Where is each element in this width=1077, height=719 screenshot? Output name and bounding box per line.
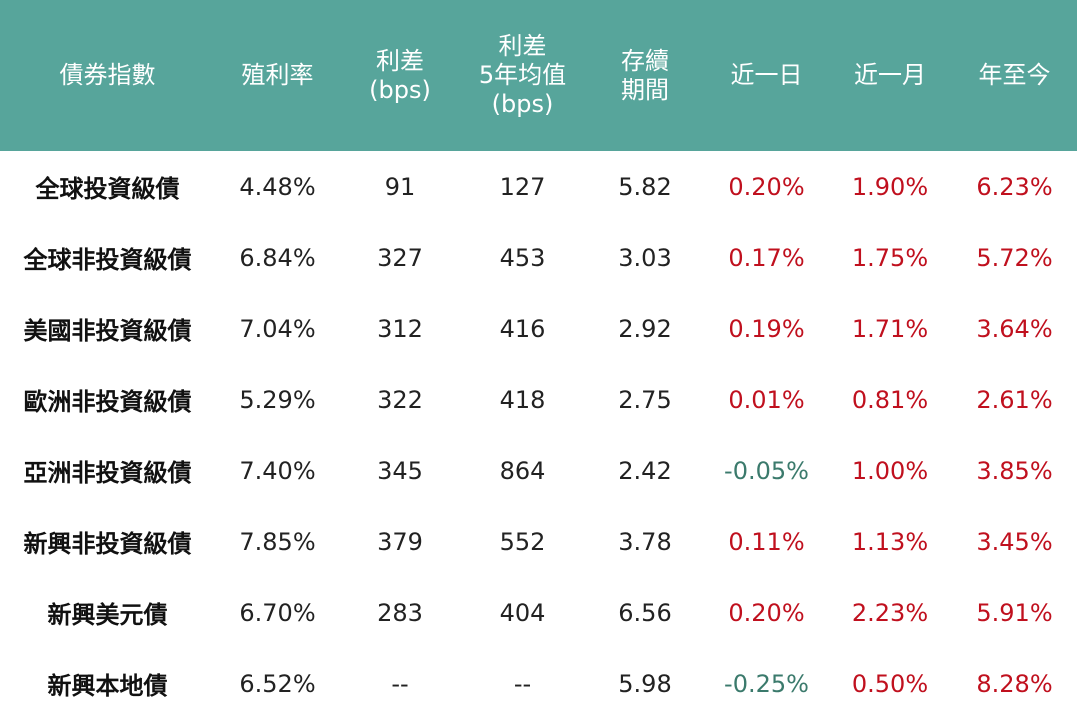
header-ytd: 年至今 — [978, 61, 1051, 90]
cell-yield: 6.52% — [239, 669, 316, 698]
cell-1d-return: -0.25% — [724, 669, 809, 698]
header-spread-5y-avg: 利差 5年均值 (bps) — [478, 32, 567, 118]
table-row: 新興非投資級債 7.85% 379 552 3.78 0.11% 1.13% 3.45% — [0, 506, 1077, 577]
cell-spread: 283 — [377, 598, 423, 627]
cell-ytd-return: 5.72% — [976, 243, 1053, 272]
cell-spread-5y-avg: 418 — [499, 385, 546, 414]
header-1m: 近一月 — [854, 61, 926, 90]
header-duration: 存續 期間 — [621, 46, 669, 104]
cell-ytd-return: 3.64% — [976, 314, 1053, 343]
cell-yield: 7.04% — [239, 314, 316, 343]
cell-1d-return: 0.20% — [728, 172, 805, 201]
table-row: 美國非投資級債 7.04% 312 416 2.92 0.19% 1.71% 3.64% — [0, 293, 1077, 364]
cell-1d-return: 0.17% — [728, 243, 805, 272]
cell-spread-5y-avg: 416 — [499, 314, 546, 343]
cell-spread-5y-avg: 864 — [499, 456, 546, 485]
cell-1d-return: -0.05% — [724, 456, 809, 485]
header-1d: 近一日 — [730, 61, 803, 90]
header-spread: 利差 (bps) — [369, 46, 431, 104]
table-row: 新興本地債 6.52% -- -- 5.98 -0.25% 0.50% 8.28% — [0, 648, 1077, 719]
cell-spread: 312 — [377, 314, 423, 343]
cell-duration: 2.42 — [618, 456, 672, 485]
cell-spread-5y-avg: -- — [513, 669, 532, 698]
cell-duration: 5.98 — [618, 669, 672, 698]
cell-1m-return: 1.90% — [851, 172, 929, 201]
cell-index-name: 新興非投資級債 — [23, 530, 192, 558]
cell-1m-return: 1.71% — [851, 314, 929, 343]
header-yield: 殖利率 — [241, 61, 314, 90]
cell-duration: 6.56 — [618, 598, 672, 627]
cell-1m-return: 1.00% — [851, 456, 929, 485]
cell-index-name: 美國非投資級債 — [23, 317, 192, 345]
cell-1d-return: 0.01% — [728, 385, 805, 414]
cell-index-name: 新興美元債 — [47, 601, 168, 629]
cell-spread-5y-avg: 453 — [499, 243, 546, 272]
cell-1m-return: 2.23% — [851, 598, 929, 627]
cell-duration: 2.75 — [618, 385, 672, 414]
header-index: 債券指數 — [59, 61, 156, 90]
cell-duration: 3.78 — [618, 527, 672, 556]
cell-index-name: 新興本地債 — [47, 672, 168, 700]
cell-yield: 7.40% — [239, 456, 316, 485]
cell-spread-5y-avg: 127 — [499, 172, 546, 201]
table-row: 全球非投資級債 6.84% 327 453 3.03 0.17% 1.75% 5.72% — [0, 222, 1077, 293]
cell-duration: 3.03 — [618, 243, 672, 272]
table-row: 新興美元債 6.70% 283 404 6.56 0.20% 2.23% 5.91% — [0, 577, 1077, 648]
cell-index-name: 亞洲非投資級債 — [23, 459, 192, 487]
cell-ytd-return: 3.45% — [976, 527, 1053, 556]
cell-spread: 379 — [377, 527, 423, 556]
cell-spread-5y-avg: 552 — [499, 527, 546, 556]
cell-yield: 6.84% — [239, 243, 316, 272]
cell-ytd-return: 3.85% — [976, 456, 1053, 485]
cell-yield: 5.29% — [239, 385, 316, 414]
cell-index-name: 全球投資級債 — [35, 175, 180, 203]
cell-1d-return: 0.19% — [728, 314, 805, 343]
cell-index-name: 歐洲非投資級債 — [23, 388, 192, 416]
cell-1m-return: 0.81% — [851, 385, 929, 414]
cell-spread: 327 — [377, 243, 423, 272]
cell-ytd-return: 6.23% — [976, 172, 1053, 201]
cell-ytd-return: 2.61% — [976, 385, 1053, 414]
cell-yield: 6.70% — [239, 598, 316, 627]
cell-yield: 4.48% — [239, 172, 316, 201]
table-body: 全球投資級債 4.48% 91 127 5.82 0.20% 1.90% 6.23% 全球非投資… — [0, 151, 1077, 719]
cell-1m-return: 1.75% — [851, 243, 929, 272]
cell-yield: 7.85% — [239, 527, 316, 556]
cell-ytd-return: 8.28% — [976, 669, 1053, 698]
cell-1d-return: 0.20% — [728, 598, 805, 627]
cell-spread-5y-avg: 404 — [499, 598, 546, 627]
table-header-row: 債券指數 殖利率 利差 (bps) 利差 5年均值 (bps) 存續 期間 近一… — [0, 0, 1077, 151]
cell-duration: 2.92 — [618, 314, 672, 343]
cell-ytd-return: 5.91% — [976, 598, 1053, 627]
table-row: 歐洲非投資級債 5.29% 322 418 2.75 0.01% 0.81% 2.61% — [0, 364, 1077, 435]
cell-spread: 345 — [377, 456, 423, 485]
cell-spread: 91 — [384, 172, 416, 201]
table-row: 全球投資級債 4.48% 91 127 5.82 0.20% 1.90% 6.23% — [0, 151, 1077, 222]
cell-duration: 5.82 — [618, 172, 672, 201]
cell-1m-return: 1.13% — [851, 527, 929, 556]
cell-index-name: 全球非投資級債 — [23, 246, 192, 274]
cell-spread: 322 — [377, 385, 423, 414]
table-row: 亞洲非投資級債 7.40% 345 864 2.42 -0.05% 1.00% 3.85% — [0, 435, 1077, 506]
cell-1m-return: 0.50% — [851, 669, 929, 698]
cell-1d-return: 0.11% — [728, 527, 805, 556]
cell-spread: -- — [391, 669, 409, 698]
